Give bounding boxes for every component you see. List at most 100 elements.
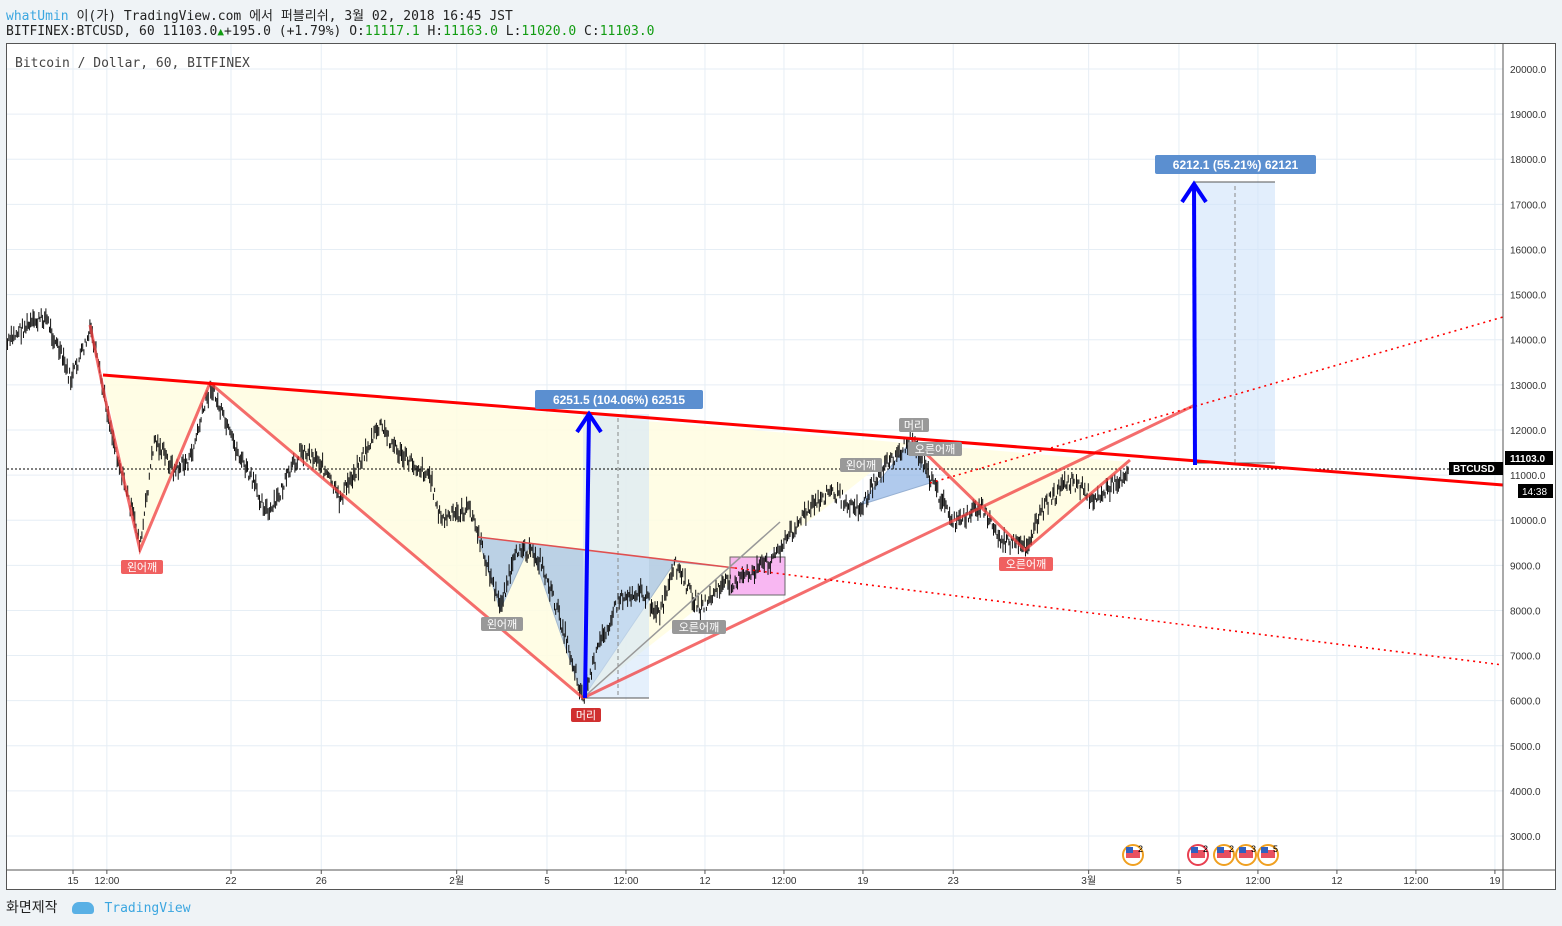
x-tick-label: 12:00 (94, 876, 119, 887)
label-head[interactable]: 머리 (576, 709, 596, 722)
measure-label: 6251.5 (104.06%) 62515 (553, 393, 685, 407)
last-price: 11103.0 (162, 24, 218, 39)
symbol-tag-text: BTCUSD (1453, 464, 1495, 475)
price-tag (1505, 451, 1553, 465)
low-value: 11020.0 (521, 24, 577, 39)
author-link[interactable]: whatUmin (6, 9, 69, 24)
countdown-tag (1518, 484, 1553, 498)
y-tick-label: 3000.0 (1510, 832, 1541, 843)
x-tick-label: 15 (67, 876, 79, 887)
tradingview-link[interactable]: TradingView (104, 901, 191, 916)
trend-line-gray (582, 521, 781, 699)
price-series (7, 308, 1129, 704)
y-tick-label: 14000.0 (1510, 336, 1547, 347)
x-tick-label: 3월 (1081, 875, 1096, 887)
symbol-label: BITFINEX:BTCUSD, 60 (6, 24, 155, 39)
label-inner-head-bg (899, 418, 929, 432)
label-small-right-shoulder[interactable]: 오른어깨 (915, 443, 955, 456)
x-tick-label: 19 (857, 876, 869, 887)
flag-icon (1217, 850, 1231, 858)
y-tick-label: 7000.0 (1510, 652, 1541, 663)
label-left-shoulder-bg (121, 560, 163, 574)
label-inner-head[interactable]: 머리 (904, 419, 924, 432)
flag-canton-icon (1191, 847, 1198, 853)
label-right-shoulder[interactable]: 오른어깨 (1006, 558, 1046, 571)
x-tick-label: 5 (1176, 876, 1182, 887)
y-tick-label: 9000.0 (1510, 561, 1541, 572)
pattern-line-right (910, 438, 1131, 553)
x-tick-label: 2월 (449, 875, 464, 887)
y-tick-label: 4000.0 (1510, 787, 1541, 798)
y-tick-label: 12000.0 (1510, 426, 1547, 437)
measure-label-bg (535, 390, 703, 409)
label-inner-left-shoulder[interactable]: 왼어깨 (487, 617, 517, 631)
close-value: 11103.0 (599, 24, 655, 39)
symbol-tag (1449, 462, 1503, 475)
target-arrow-2 (1192, 183, 1197, 466)
publish-text: 이(가) TradingView.com 에서 퍼블리쉬, 3월 02, 201… (76, 9, 513, 24)
y-tick-label: 13000.0 (1510, 381, 1547, 392)
label-small-right-shoulder-bg (908, 442, 962, 456)
x-tick-label: 22 (225, 876, 237, 887)
y-tick-label: 15000.0 (1510, 291, 1547, 302)
ohlc-header: BITFINEX:BTCUSD, 60 11103.0▲+195.0 (+1.7… (6, 24, 655, 39)
flag-icon (1239, 850, 1253, 858)
flag-canton-icon (1126, 847, 1133, 853)
y-tick-label: 10000.0 (1510, 516, 1547, 527)
countdown-text: 14:38 (1522, 487, 1547, 498)
candle-wicks (7, 308, 1129, 704)
y-tick-label: 16000.0 (1510, 245, 1547, 256)
x-tick-label: 12:00 (1245, 876, 1270, 887)
flag-canton-icon (1261, 847, 1268, 853)
y-tick-label: 8000.0 (1510, 606, 1541, 617)
y-tick-label: 20000.0 (1510, 65, 1547, 76)
y-tick-label: 6000.0 (1510, 697, 1541, 708)
measure-label: 6212.1 (55.21%) 62121 (1173, 158, 1299, 172)
close-label: C: (584, 24, 600, 39)
measure-label-bg (1155, 155, 1316, 174)
y-tick-label: 11000.0 (1510, 471, 1546, 482)
high-label: H: (427, 24, 444, 39)
y-tick-label: 19000.0 (1510, 110, 1547, 121)
label-inner-right-shoulder-bg (672, 620, 726, 634)
x-tick-label: 26 (316, 876, 328, 887)
footer: 화면제작 TradingView (6, 897, 191, 917)
projection-line-down (734, 567, 1504, 666)
flag-canton-icon (1239, 847, 1246, 853)
arrow-head-1-icon (575, 410, 603, 434)
up-arrow-icon: ▲ (217, 25, 224, 38)
inner-neckline (477, 536, 736, 569)
label-right-shoulder-bg (999, 557, 1053, 571)
publish-header: whatUmin 이(가) TradingView.com 에서 퍼블리쉬, 3… (6, 5, 513, 24)
y-tick-label: 18000.0 (1510, 155, 1547, 166)
x-tick-label: 12:00 (613, 876, 638, 887)
x-tick-label: 19 (1489, 876, 1501, 887)
tradingview-logo-icon (71, 902, 94, 914)
label-small-left-shoulder[interactable]: 왼어깨 (846, 458, 876, 472)
price-tag-text: 11103.0 (1510, 454, 1545, 465)
price-change: +195.0 (+1.79%) (223, 24, 342, 39)
event-count: 5 (1273, 844, 1278, 854)
event-count: 3 (1251, 844, 1256, 854)
label-small-left-shoulder-bg (840, 458, 882, 472)
low-label: L: (505, 24, 522, 39)
pattern-line (88, 324, 1196, 700)
x-tick-label: 5 (544, 876, 550, 887)
flag-icon (1261, 850, 1275, 858)
event-count: 2 (1229, 844, 1234, 854)
open-label: O: (349, 24, 365, 39)
x-tick-label: 12:00 (771, 876, 796, 887)
neckline[interactable] (102, 373, 1504, 487)
label-inner-left-shoulder-bg (481, 617, 523, 631)
label-left-shoulder[interactable]: 왼어깨 (127, 560, 157, 574)
label-inner-right-shoulder[interactable]: 오른어깨 (679, 621, 719, 634)
flag-icon (1191, 850, 1205, 858)
flag-icon (1126, 850, 1140, 858)
y-tick-label: 17000.0 (1510, 200, 1547, 211)
flag-canton-icon (1217, 847, 1224, 853)
event-count: 2 (1138, 844, 1143, 854)
x-tick-label: 23 (948, 876, 960, 887)
x-tick-label: 12 (1331, 876, 1343, 887)
x-tick-label: 12:00 (1403, 876, 1428, 887)
